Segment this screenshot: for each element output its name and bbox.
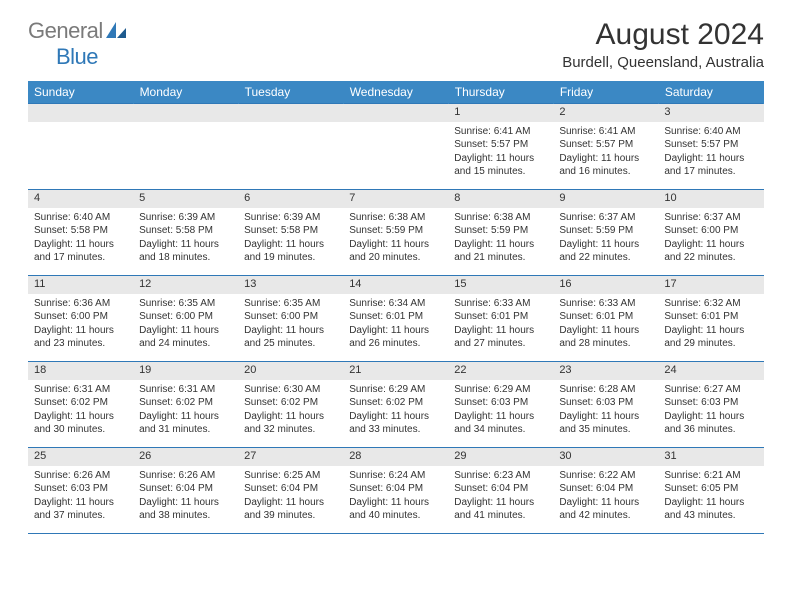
day-header: Wednesday: [343, 81, 448, 104]
location: Burdell, Queensland, Australia: [562, 54, 764, 71]
day-number: 16: [553, 276, 658, 294]
day-number: 22: [448, 362, 553, 380]
day-info: Sunrise: 6:29 AM Sunset: 6:03 PM Dayligh…: [448, 380, 553, 448]
day-info: Sunrise: 6:33 AM Sunset: 6:01 PM Dayligh…: [553, 294, 658, 362]
day-info: Sunrise: 6:30 AM Sunset: 6:02 PM Dayligh…: [238, 380, 343, 448]
week-info-row: Sunrise: 6:40 AM Sunset: 5:58 PM Dayligh…: [28, 208, 764, 276]
day-number: 2: [553, 104, 658, 122]
day-info: Sunrise: 6:37 AM Sunset: 5:59 PM Dayligh…: [553, 208, 658, 276]
header: General Blue August 2024 Burdell, Queens…: [28, 18, 764, 71]
day-number: 9: [553, 190, 658, 208]
day-header: Saturday: [658, 81, 763, 104]
day-info: Sunrise: 6:26 AM Sunset: 6:04 PM Dayligh…: [133, 466, 238, 534]
day-number: 31: [658, 448, 763, 466]
day-info: [238, 122, 343, 190]
day-info: Sunrise: 6:32 AM Sunset: 6:01 PM Dayligh…: [658, 294, 763, 362]
day-number: 10: [658, 190, 763, 208]
day-info: Sunrise: 6:38 AM Sunset: 5:59 PM Dayligh…: [448, 208, 553, 276]
day-number: 6: [238, 190, 343, 208]
day-number: 23: [553, 362, 658, 380]
day-number: 11: [28, 276, 133, 294]
day-number: 30: [553, 448, 658, 466]
day-info: Sunrise: 6:31 AM Sunset: 6:02 PM Dayligh…: [28, 380, 133, 448]
month-title: August 2024: [562, 18, 764, 52]
day-number: 5: [133, 190, 238, 208]
day-number: 12: [133, 276, 238, 294]
week-number-row: 25262728293031: [28, 448, 764, 466]
day-info: Sunrise: 6:40 AM Sunset: 5:57 PM Dayligh…: [658, 122, 763, 190]
day-number: 24: [658, 362, 763, 380]
day-number: 25: [28, 448, 133, 466]
day-info: Sunrise: 6:22 AM Sunset: 6:04 PM Dayligh…: [553, 466, 658, 534]
day-number: [28, 104, 133, 122]
day-info: [28, 122, 133, 190]
day-number: 27: [238, 448, 343, 466]
day-number: [133, 104, 238, 122]
day-info: Sunrise: 6:28 AM Sunset: 6:03 PM Dayligh…: [553, 380, 658, 448]
day-info: Sunrise: 6:25 AM Sunset: 6:04 PM Dayligh…: [238, 466, 343, 534]
day-header: Tuesday: [238, 81, 343, 104]
day-info: Sunrise: 6:23 AM Sunset: 6:04 PM Dayligh…: [448, 466, 553, 534]
day-number: 17: [658, 276, 763, 294]
day-header: Thursday: [448, 81, 553, 104]
week-info-row: Sunrise: 6:41 AM Sunset: 5:57 PM Dayligh…: [28, 122, 764, 190]
day-info: Sunrise: 6:36 AM Sunset: 6:00 PM Dayligh…: [28, 294, 133, 362]
day-info: Sunrise: 6:31 AM Sunset: 6:02 PM Dayligh…: [133, 380, 238, 448]
week-info-row: Sunrise: 6:26 AM Sunset: 6:03 PM Dayligh…: [28, 466, 764, 534]
week-info-row: Sunrise: 6:31 AM Sunset: 6:02 PM Dayligh…: [28, 380, 764, 448]
day-header: Monday: [133, 81, 238, 104]
day-info: Sunrise: 6:39 AM Sunset: 5:58 PM Dayligh…: [133, 208, 238, 276]
day-number: 19: [133, 362, 238, 380]
day-number: 26: [133, 448, 238, 466]
day-info: [343, 122, 448, 190]
day-number: [343, 104, 448, 122]
day-info: Sunrise: 6:38 AM Sunset: 5:59 PM Dayligh…: [343, 208, 448, 276]
logo-text-general: General: [28, 18, 103, 43]
week-number-row: 18192021222324: [28, 362, 764, 380]
day-number: 7: [343, 190, 448, 208]
day-info: Sunrise: 6:34 AM Sunset: 6:01 PM Dayligh…: [343, 294, 448, 362]
calendar-page: General Blue August 2024 Burdell, Queens…: [0, 0, 792, 552]
day-info: Sunrise: 6:26 AM Sunset: 6:03 PM Dayligh…: [28, 466, 133, 534]
week-number-row: 123: [28, 104, 764, 122]
day-number: 18: [28, 362, 133, 380]
day-info: Sunrise: 6:27 AM Sunset: 6:03 PM Dayligh…: [658, 380, 763, 448]
day-number: 1: [448, 104, 553, 122]
logo: General Blue: [28, 18, 126, 70]
day-number: 20: [238, 362, 343, 380]
day-number: 21: [343, 362, 448, 380]
day-info: Sunrise: 6:40 AM Sunset: 5:58 PM Dayligh…: [28, 208, 133, 276]
day-header: Sunday: [28, 81, 133, 104]
day-info: Sunrise: 6:41 AM Sunset: 5:57 PM Dayligh…: [448, 122, 553, 190]
day-number: 29: [448, 448, 553, 466]
day-info: Sunrise: 6:24 AM Sunset: 6:04 PM Dayligh…: [343, 466, 448, 534]
week-number-row: 45678910: [28, 190, 764, 208]
day-info: Sunrise: 6:33 AM Sunset: 6:01 PM Dayligh…: [448, 294, 553, 362]
calendar-body: 123Sunrise: 6:41 AM Sunset: 5:57 PM Dayl…: [28, 104, 764, 534]
day-header: Friday: [553, 81, 658, 104]
day-info: Sunrise: 6:29 AM Sunset: 6:02 PM Dayligh…: [343, 380, 448, 448]
week-info-row: Sunrise: 6:36 AM Sunset: 6:00 PM Dayligh…: [28, 294, 764, 362]
day-info: Sunrise: 6:35 AM Sunset: 6:00 PM Dayligh…: [238, 294, 343, 362]
day-number: 4: [28, 190, 133, 208]
title-block: August 2024 Burdell, Queensland, Austral…: [562, 18, 764, 71]
sail-icon: [106, 18, 126, 44]
calendar-table: Sunday Monday Tuesday Wednesday Thursday…: [28, 81, 764, 534]
logo-text-blue: Blue: [28, 44, 98, 69]
day-info: Sunrise: 6:21 AM Sunset: 6:05 PM Dayligh…: [658, 466, 763, 534]
day-info: [133, 122, 238, 190]
day-number: 14: [343, 276, 448, 294]
day-info: Sunrise: 6:41 AM Sunset: 5:57 PM Dayligh…: [553, 122, 658, 190]
day-info: Sunrise: 6:35 AM Sunset: 6:00 PM Dayligh…: [133, 294, 238, 362]
day-header-row: Sunday Monday Tuesday Wednesday Thursday…: [28, 81, 764, 104]
day-number: [238, 104, 343, 122]
day-number: 8: [448, 190, 553, 208]
day-number: 3: [658, 104, 763, 122]
day-number: 13: [238, 276, 343, 294]
week-number-row: 11121314151617: [28, 276, 764, 294]
day-number: 28: [343, 448, 448, 466]
day-number: 15: [448, 276, 553, 294]
day-info: Sunrise: 6:39 AM Sunset: 5:58 PM Dayligh…: [238, 208, 343, 276]
day-info: Sunrise: 6:37 AM Sunset: 6:00 PM Dayligh…: [658, 208, 763, 276]
